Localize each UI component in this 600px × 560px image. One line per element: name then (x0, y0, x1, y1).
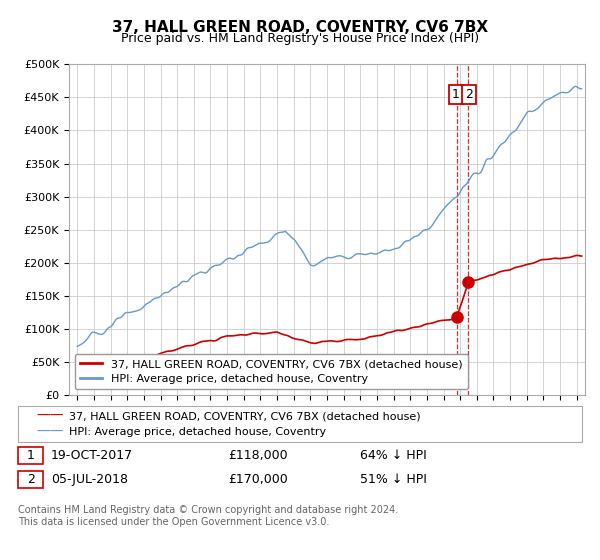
Bar (457, 64, 469, 395)
Legend: 37, HALL GREEN ROAD, COVENTRY, CV6 7BX (detached house), HPI: Average price, det: 37, HALL GREEN ROAD, COVENTRY, CV6 7BX (… (74, 354, 469, 389)
Text: 37, HALL GREEN ROAD, COVENTRY, CV6 7BX (detached house): 37, HALL GREEN ROAD, COVENTRY, CV6 7BX (… (69, 411, 421, 421)
Text: 2: 2 (466, 87, 473, 101)
Text: HPI: Average price, detached house, Coventry: HPI: Average price, detached house, Cove… (69, 427, 326, 437)
Text: 19-OCT-2017: 19-OCT-2017 (51, 449, 133, 462)
Text: ——: —— (36, 409, 64, 423)
Text: 2: 2 (26, 473, 35, 486)
Text: 05-JUL-2018: 05-JUL-2018 (51, 473, 128, 486)
Text: 37, HALL GREEN ROAD, COVENTRY, CV6 7BX: 37, HALL GREEN ROAD, COVENTRY, CV6 7BX (112, 20, 488, 35)
Text: Price paid vs. HM Land Registry's House Price Index (HPI): Price paid vs. HM Land Registry's House … (121, 32, 479, 45)
Text: £118,000: £118,000 (228, 449, 287, 462)
Text: 64% ↓ HPI: 64% ↓ HPI (360, 449, 427, 462)
Text: Contains HM Land Registry data © Crown copyright and database right 2024.
This d: Contains HM Land Registry data © Crown c… (18, 505, 398, 527)
Text: 1: 1 (26, 449, 35, 462)
Text: 51% ↓ HPI: 51% ↓ HPI (360, 473, 427, 486)
Text: £170,000: £170,000 (228, 473, 288, 486)
Text: 1: 1 (452, 87, 460, 101)
Text: ——: —— (36, 424, 64, 439)
